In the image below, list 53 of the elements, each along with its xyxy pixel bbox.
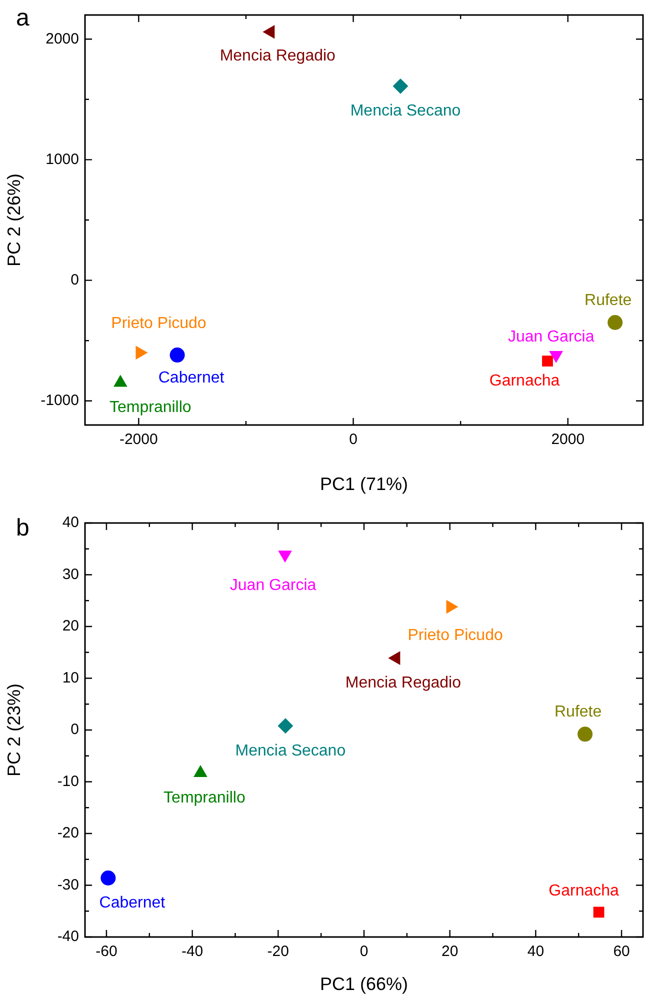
chart-title: b — [16, 514, 30, 542]
y-tick-label: 1000 — [46, 150, 79, 168]
x-tick-label: 60 — [613, 943, 630, 960]
x-tick-label: -60 — [96, 943, 118, 960]
point — [392, 78, 408, 94]
series-label: Juan Garcia — [508, 328, 594, 346]
series-label: Prieto Picudo — [408, 627, 503, 644]
series-label: Prieto Picudo — [111, 315, 206, 332]
series-label: Mencia Regadio — [345, 674, 462, 692]
point — [593, 906, 604, 918]
y-tick-label: 20 — [62, 618, 79, 635]
series-label: Mencia Secano — [350, 102, 461, 120]
x-tick-label: 20 — [442, 943, 458, 960]
point — [278, 718, 293, 734]
y-tick-label: 10 — [62, 669, 79, 686]
x-tick-label: 0 — [349, 431, 358, 448]
point — [608, 315, 623, 330]
series-label: Garnacha — [489, 372, 560, 390]
series-label: Cabernet — [99, 894, 166, 912]
series-label: Tempranillo — [164, 789, 246, 806]
point — [578, 726, 593, 742]
series-label: Rufete — [554, 704, 602, 721]
series-label: Cabernet — [158, 369, 225, 386]
x-tick-label: 0 — [360, 943, 368, 960]
y-tick-label: 40 — [62, 514, 79, 532]
point — [100, 870, 116, 886]
y-axis-title: PC 2 (23%) — [4, 683, 24, 777]
y-tick-label: 2000 — [46, 30, 79, 48]
series-label: Tempranillo — [110, 399, 192, 416]
y-tick-label: -40 — [57, 928, 79, 946]
y-axis-title: PC 2 (26%) — [4, 173, 24, 267]
y-tick-label: 0 — [70, 721, 79, 738]
y-tick-label: -20 — [57, 824, 79, 842]
point — [542, 356, 553, 367]
series-label: Mencia Secano — [235, 742, 346, 760]
y-tick-label: 0 — [70, 271, 79, 288]
x-tick-label: 40 — [527, 943, 544, 960]
y-tick-label: -30 — [57, 876, 79, 894]
x-axis-title: PC1 (66%) — [320, 974, 408, 994]
y-tick-label: -1000 — [40, 392, 79, 410]
chart-title: a — [16, 4, 30, 32]
x-axis-title: PC1 (71%) — [320, 474, 408, 494]
series-label: Mencia Regadio — [220, 47, 336, 64]
x-tick-label: -20 — [267, 943, 289, 960]
series-label: Rufete — [584, 292, 632, 309]
series-label: Juan Garcia — [230, 576, 316, 594]
y-tick-label: 30 — [62, 566, 79, 583]
x-tick-label: -2000 — [119, 431, 158, 448]
point — [170, 348, 185, 363]
x-tick-label: 2000 — [551, 431, 585, 448]
x-tick-label: -40 — [181, 943, 204, 960]
series-label: Garnacha — [548, 882, 620, 900]
y-tick-label: -10 — [57, 772, 79, 790]
